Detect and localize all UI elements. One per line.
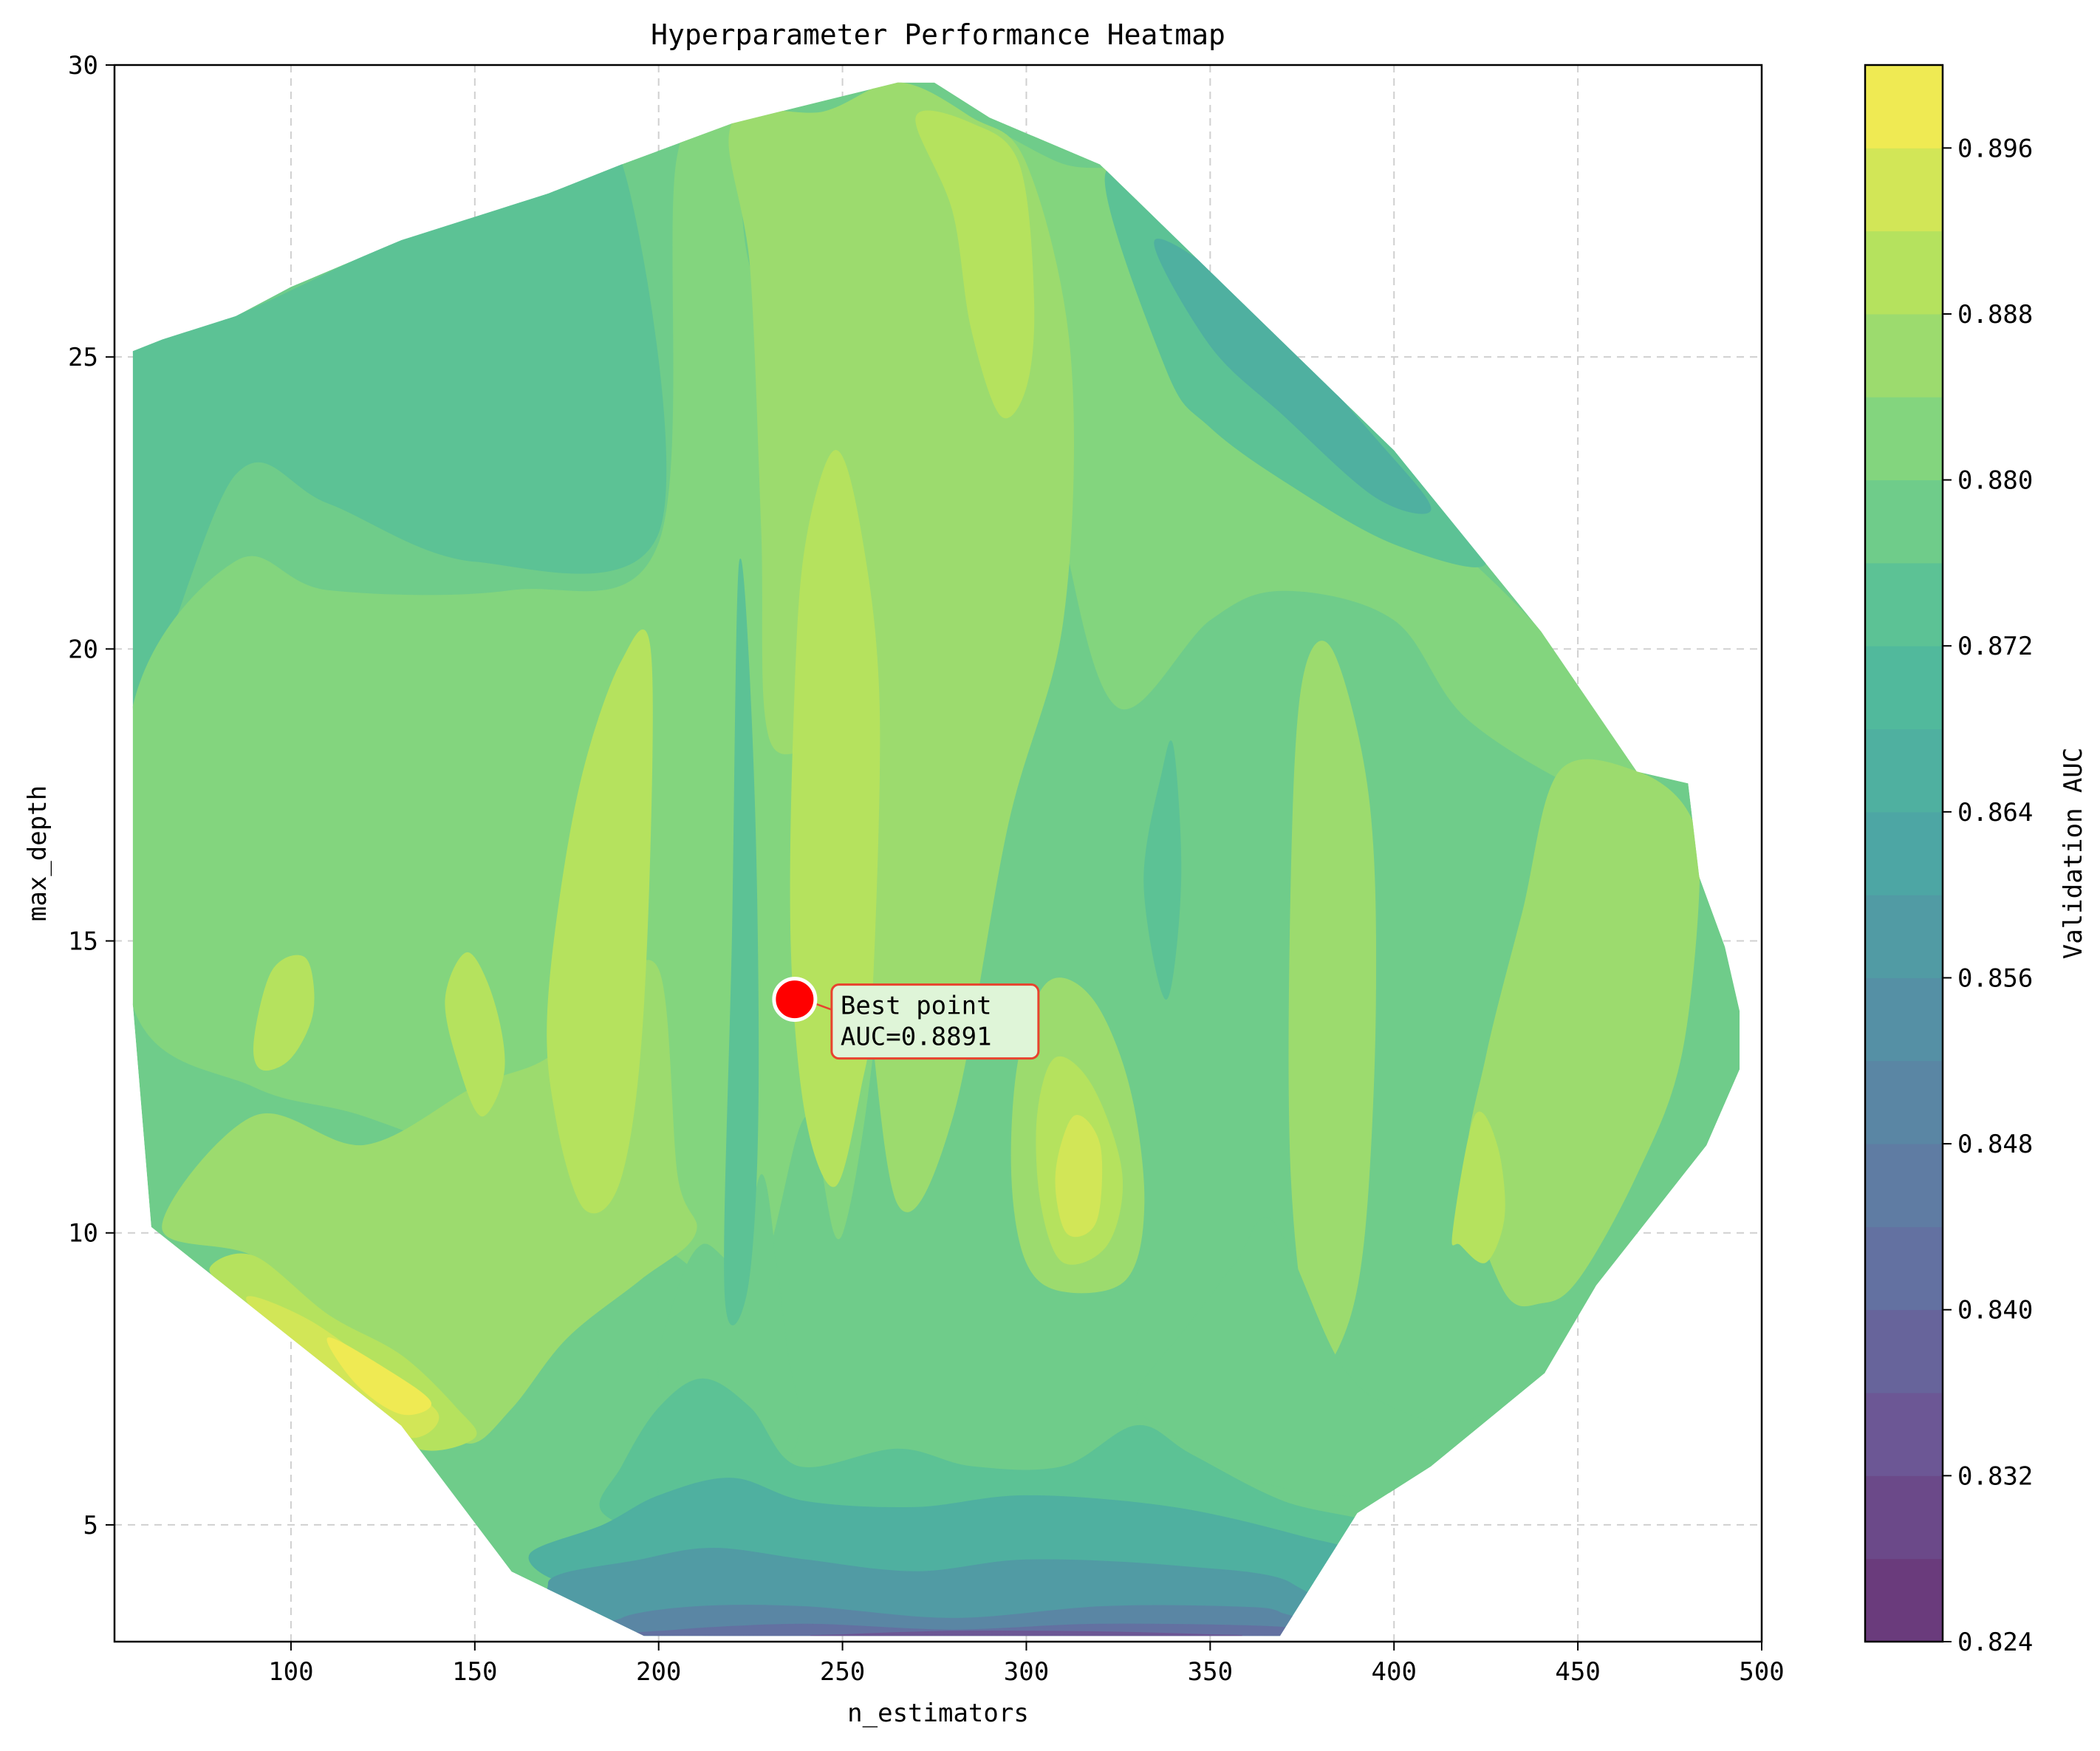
colorbar-band-0	[1865, 1558, 1943, 1642]
colorbar-band-11	[1865, 646, 1943, 730]
contour-band-28	[810, 1631, 1242, 1636]
x-tick-label: 250	[820, 1657, 865, 1687]
contour-band-17	[1466, 759, 1700, 1307]
colorbar-band-12	[1865, 562, 1943, 646]
colorbar-tick-label: 0.824	[1957, 1628, 2033, 1657]
contour-band-29	[724, 559, 759, 1325]
plot-frame	[113, 64, 1763, 1643]
colorbar-band-17	[1865, 148, 1943, 232]
contour-band-12	[915, 110, 1035, 419]
y-tick-label: 15	[68, 927, 98, 957]
colorbar-tick-label: 0.856	[1957, 963, 2033, 993]
x-tick-label: 500	[1739, 1657, 1784, 1687]
y-tick-label: 30	[68, 51, 98, 81]
colorbar-tick-label: 0.896	[1957, 134, 2033, 163]
x-tick-label: 100	[268, 1657, 313, 1687]
y-tick-label: 20	[68, 635, 98, 664]
x-tick-label: 150	[452, 1657, 497, 1687]
colorbar-tick-label: 0.888	[1957, 300, 2033, 330]
colorbar-band-8	[1865, 895, 1943, 978]
colorbar-band-1	[1865, 1475, 1943, 1560]
colorbar-band-6	[1865, 1060, 1943, 1144]
colorbar-band-14	[1865, 397, 1943, 481]
colorbar-band-18	[1865, 65, 1943, 149]
contour-band-20	[445, 952, 505, 1117]
y-tick-label: 25	[68, 343, 98, 372]
colorbar-band-2	[1865, 1393, 1943, 1476]
contour-band-30	[1143, 740, 1182, 1000]
chart-title: Hyperparameter Performance Heatmap	[651, 18, 1225, 51]
annotation-line-2: AUC=0.8891	[841, 1023, 992, 1052]
colorbar-tick-label: 0.880	[1957, 466, 2033, 496]
contour-band-19	[253, 955, 315, 1071]
x-axis-label: n_estimators	[847, 1699, 1029, 1728]
colorbar-band-3	[1865, 1309, 1943, 1393]
colorbar-tick-label: 0.832	[1957, 1461, 2033, 1491]
colorbar-tick-label: 0.864	[1957, 798, 2033, 827]
colorbar-band-9	[1865, 811, 1943, 895]
x-tick-label: 200	[636, 1657, 681, 1687]
contour-band-16	[1288, 641, 1377, 1368]
colorbar-band-10	[1865, 728, 1943, 813]
annotation-box	[830, 983, 1040, 1060]
colorbar-band-7	[1865, 977, 1943, 1062]
y-axis-label: max_depth	[23, 785, 52, 921]
contour-plot	[132, 82, 1740, 1636]
colorbar: 0.824 0.832 0.840 0.848 0.856 0.864 0.872 0.880…	[1864, 64, 2033, 1657]
annotation-line-1: Best point	[841, 991, 992, 1021]
colorbar-label: Validation AUC	[2059, 748, 2088, 960]
axes: 100 150 200 250 300 350 400 450 500 5 10 15 20 25 30	[68, 51, 1785, 1687]
colorbar-band-5	[1865, 1144, 1943, 1227]
colorbar-band-13	[1865, 479, 1943, 564]
colorbar-band-4	[1865, 1226, 1943, 1311]
annotation-leader	[815, 1003, 832, 1011]
contour-band-18	[1451, 1111, 1505, 1263]
contour-band-22	[1136, 1217, 1545, 1497]
x-tick-label: 450	[1555, 1657, 1600, 1687]
y-tick-label: 10	[68, 1219, 98, 1249]
colorbar-band-15	[1865, 313, 1943, 397]
x-tick-label: 350	[1188, 1657, 1233, 1687]
colorbar-tick-label: 0.840	[1957, 1296, 2033, 1325]
colorbar-tick-label: 0.848	[1957, 1130, 2033, 1159]
contour-band-9	[326, 1337, 431, 1416]
x-tick-label: 300	[1004, 1657, 1049, 1687]
colorbar-frame	[1864, 64, 1944, 1643]
best-point-marker	[772, 977, 818, 1023]
colorbar-band-16	[1865, 231, 1943, 315]
x-tick-label: 400	[1372, 1657, 1417, 1687]
contour-band-15	[1055, 1115, 1103, 1238]
colorbar-tick-label: 0.872	[1957, 632, 2033, 661]
y-tick-label: 5	[83, 1511, 98, 1540]
contour-band-10	[547, 629, 653, 1214]
